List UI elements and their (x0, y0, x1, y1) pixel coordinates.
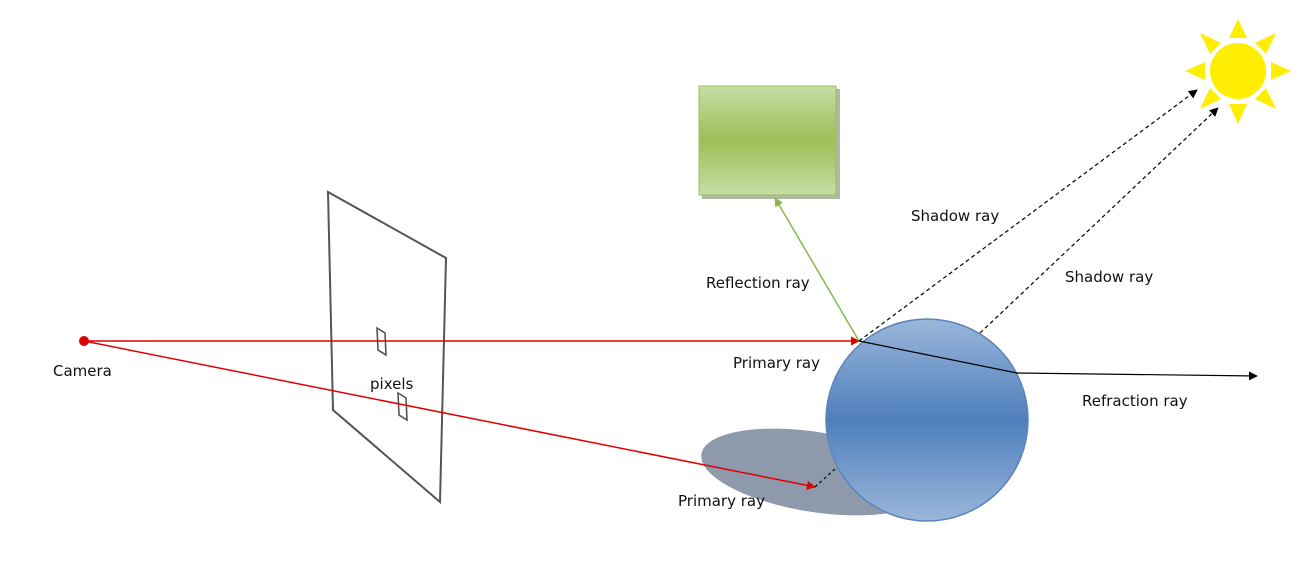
shadow-ray-upper-label: Shadow ray (911, 207, 999, 225)
primary-ray-upper-label: Primary ray (733, 354, 820, 372)
sphere (825, 318, 1029, 522)
reflection-ray-label: Reflection ray (706, 274, 810, 292)
pixel-lower (397, 391, 408, 422)
reflection-ray (774, 197, 860, 342)
sun-icon (1185, 19, 1291, 124)
reflected-object-box (698, 85, 837, 196)
camera-label: Camera (53, 362, 112, 380)
primary-ray-lower-continuation (814, 467, 837, 488)
refraction-ray-outgoing (1016, 371, 1258, 381)
image-plane (326, 190, 448, 505)
shadow-ray-upper (858, 89, 1198, 342)
refraction-ray-label: Refraction ray (1082, 392, 1188, 410)
refraction-ray-inside (858, 340, 1018, 374)
primary-ray-lower (83, 340, 816, 490)
shadow-ray-lower (979, 107, 1219, 334)
shadow-ray-lower-label: Shadow ray (1065, 268, 1153, 286)
pixels-label: pixels (370, 375, 414, 393)
primary-ray-lower-label: Primary ray (678, 492, 765, 510)
pixel-upper (376, 326, 387, 357)
